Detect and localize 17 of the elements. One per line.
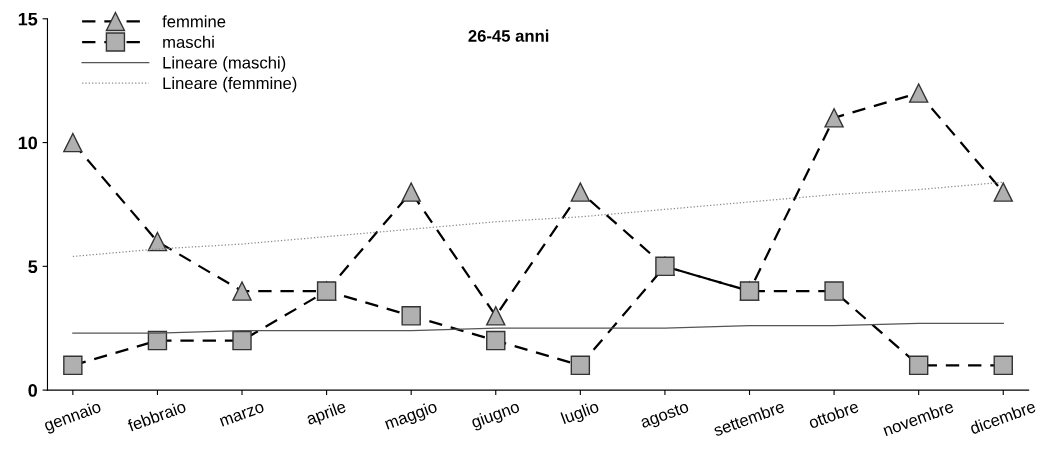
legend-label: maschi xyxy=(163,35,214,49)
x-tick-label: luglio xyxy=(560,400,601,428)
y-tick-label: 15 xyxy=(18,12,38,26)
x-tick-label: giugno xyxy=(470,400,522,432)
y-tick-label: 5 xyxy=(28,260,38,274)
x-tick-label: marzo xyxy=(219,402,265,427)
legend-label: Lineare (femmine) xyxy=(163,76,297,93)
x-tick-label: febbraio xyxy=(126,400,187,432)
legend-label: femmine xyxy=(162,15,226,28)
y-tick-label: 0 xyxy=(28,384,38,397)
legend-label: Lineare (maschi) xyxy=(163,56,286,72)
x-tick-label: aprile xyxy=(305,400,348,429)
y-tick-label: 10 xyxy=(18,136,38,150)
x-tick-label: maggio xyxy=(383,400,439,433)
x-tick-label: agosto xyxy=(639,401,691,432)
text: 26-45 anni xyxy=(468,29,549,42)
x-tick-label: ottobre xyxy=(807,400,860,429)
